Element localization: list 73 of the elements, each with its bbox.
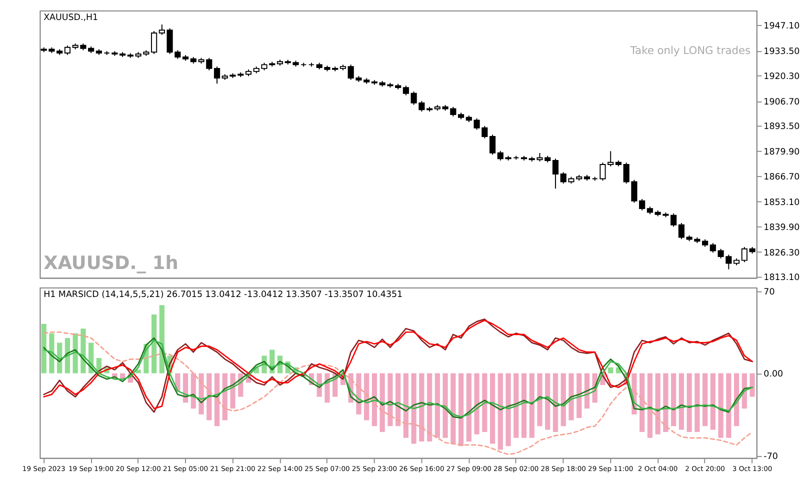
y-tick-label: 1893.50: [764, 122, 800, 132]
y-tick-label: -70: [764, 452, 778, 462]
y-tick-label: 1920.30: [764, 72, 800, 82]
bar: [694, 373, 700, 432]
bar: [671, 373, 676, 426]
candlestick: [489, 134, 496, 156]
annotation: XAUUSD._ 1h: [44, 253, 178, 274]
bar: [403, 373, 408, 438]
bar: [576, 373, 582, 418]
bar: [655, 373, 660, 434]
y-tick-label: 1853.10: [764, 198, 800, 208]
chart-title: H1 MARSICD (14,14,5,5,21) 26.7015 13.0412 -13.0412 13.3507 -13.3507 10.4351: [44, 290, 403, 300]
bar: [498, 373, 503, 450]
bar: [663, 373, 668, 432]
bar: [49, 333, 54, 374]
bar: [726, 373, 732, 438]
bar: [560, 373, 566, 426]
candlestick: [151, 30, 158, 54]
y-tick-label: 1906.70: [764, 97, 800, 108]
bar: [482, 373, 488, 432]
bar: [529, 373, 534, 438]
bar: [41, 324, 46, 374]
bar: [206, 373, 212, 420]
y-tick-label: 1839.90: [764, 222, 800, 233]
bar: [640, 373, 645, 432]
bar: [750, 373, 755, 397]
bar: [506, 373, 511, 446]
chart-title: XAUUSD.,H1: [44, 13, 98, 24]
y-tick-label: 1826.30: [764, 248, 800, 258]
bar: [490, 373, 496, 444]
candlestick: [402, 85, 409, 96]
bar: [537, 373, 542, 426]
candlestick: [214, 66, 220, 84]
candlestick: [670, 212, 677, 228]
bar: [426, 373, 432, 442]
bar: [686, 373, 692, 432]
annotation: Take only LONG trades: [629, 44, 752, 58]
candlestick: [678, 222, 684, 240]
bar: [568, 373, 574, 420]
y-tick-label: 1947.10: [764, 22, 800, 32]
bar: [702, 373, 708, 426]
bar: [434, 373, 440, 438]
bar: [380, 373, 385, 432]
line-series: [43, 331, 753, 456]
bar: [552, 373, 558, 432]
y-tick-label: 1879.90: [764, 148, 800, 158]
bar: [466, 373, 472, 442]
bar: [230, 373, 236, 409]
bar: [521, 373, 527, 438]
y-tick-label: 70: [764, 287, 775, 298]
candlestick: [552, 158, 559, 190]
bar: [514, 373, 519, 438]
bar: [198, 373, 204, 414]
y-tick-label: 1866.70: [764, 172, 800, 182]
y-tick-label: 0.00: [764, 370, 784, 380]
y-tick-label: 1813.10: [764, 273, 800, 284]
bar: [458, 373, 464, 446]
bar: [442, 373, 448, 438]
bar: [419, 373, 424, 442]
candlestick: [64, 45, 70, 56]
bar: [647, 373, 653, 438]
candlestick: [710, 242, 716, 254]
bar: [678, 373, 684, 430]
bar: [718, 373, 724, 438]
bar: [64, 338, 70, 374]
bar: [411, 373, 416, 444]
bar: [151, 314, 157, 374]
y-tick-label: 1933.50: [764, 47, 800, 58]
bar: [608, 367, 614, 374]
bar: [450, 373, 456, 444]
bar: [710, 373, 716, 430]
bar: [474, 373, 480, 434]
bar: [545, 373, 550, 430]
